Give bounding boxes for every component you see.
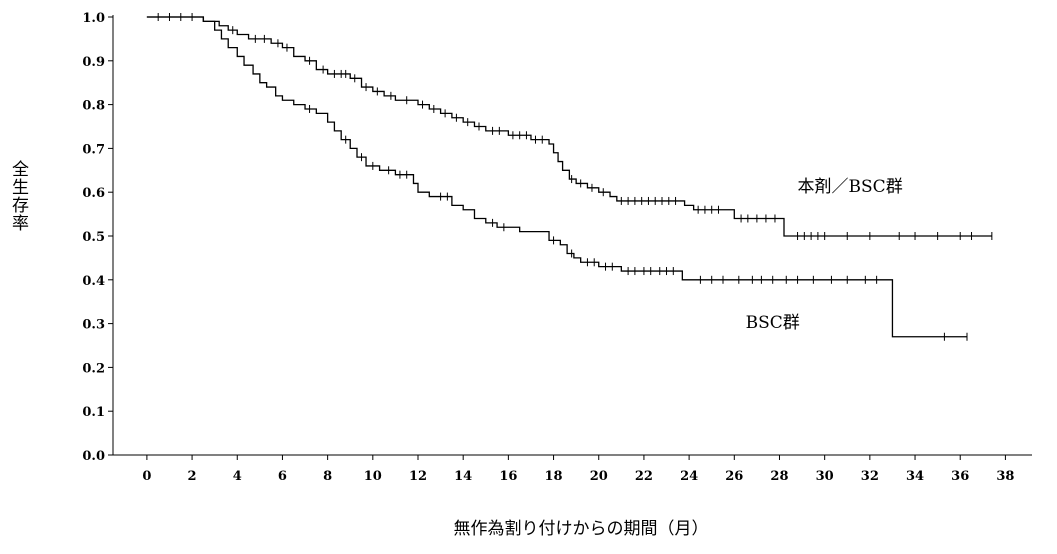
x-tick-label: 34 [906, 469, 924, 484]
x-tick-label: 16 [499, 469, 517, 484]
x-tick-label: 22 [635, 469, 653, 484]
series-label-0: 本剤／BSC群 [798, 177, 903, 197]
y-tick-label: 0.2 [82, 361, 105, 376]
series-layer [146, 13, 993, 341]
x-tick-label: 28 [770, 469, 788, 484]
y-tick-label: 0.5 [82, 230, 105, 245]
x-tick-label: 36 [951, 469, 969, 484]
series-label-1: BSC群 [746, 313, 800, 333]
y-tick-label: 0.1 [82, 405, 105, 420]
y-tick-label: 0.8 [82, 99, 105, 114]
axes-layer: 0.00.10.20.30.40.50.60.70.80.91.00 2 4 6 8 10… [8, 11, 1032, 539]
x-tick-label: 6 [278, 469, 287, 484]
x-tick-label: 18 [545, 469, 563, 484]
y-tick-label: 0.6 [82, 186, 105, 201]
x-tick-label: 30 [816, 469, 834, 484]
series-line-0 [146, 16, 992, 237]
y-tick-label: 0.3 [82, 318, 105, 333]
annotation-layer: 本剤／BSC群 BSC群 [746, 177, 903, 333]
y-tick-label: 0.7 [82, 142, 105, 157]
y-tick-label: 0.9 [82, 55, 105, 70]
x-tick-label: 8 [323, 469, 332, 484]
y-tick-label: 1.0 [82, 11, 105, 26]
x-tick-label: 32 [861, 469, 879, 484]
y-tick-label: 0.4 [82, 274, 105, 289]
x-tick-label: 0 [142, 469, 151, 484]
y-axis-title: 全生存率 [8, 160, 29, 232]
x-tick-label: 4 [233, 469, 242, 484]
x-axis-title: 無作為割り付けからの期間（月） [454, 519, 709, 539]
x-tick-label: 24 [680, 469, 698, 484]
x-tick-label: 20 [590, 469, 608, 484]
x-tick-label: 12 [409, 469, 427, 484]
x-tick-label: 2 [188, 469, 197, 484]
x-tick-label: 26 [725, 469, 743, 484]
x-tick-label: 10 [364, 469, 382, 484]
y-tick-label: 0.0 [82, 449, 105, 464]
x-tick-label: 14 [454, 469, 472, 484]
x-tick-label: 38 [996, 469, 1014, 484]
